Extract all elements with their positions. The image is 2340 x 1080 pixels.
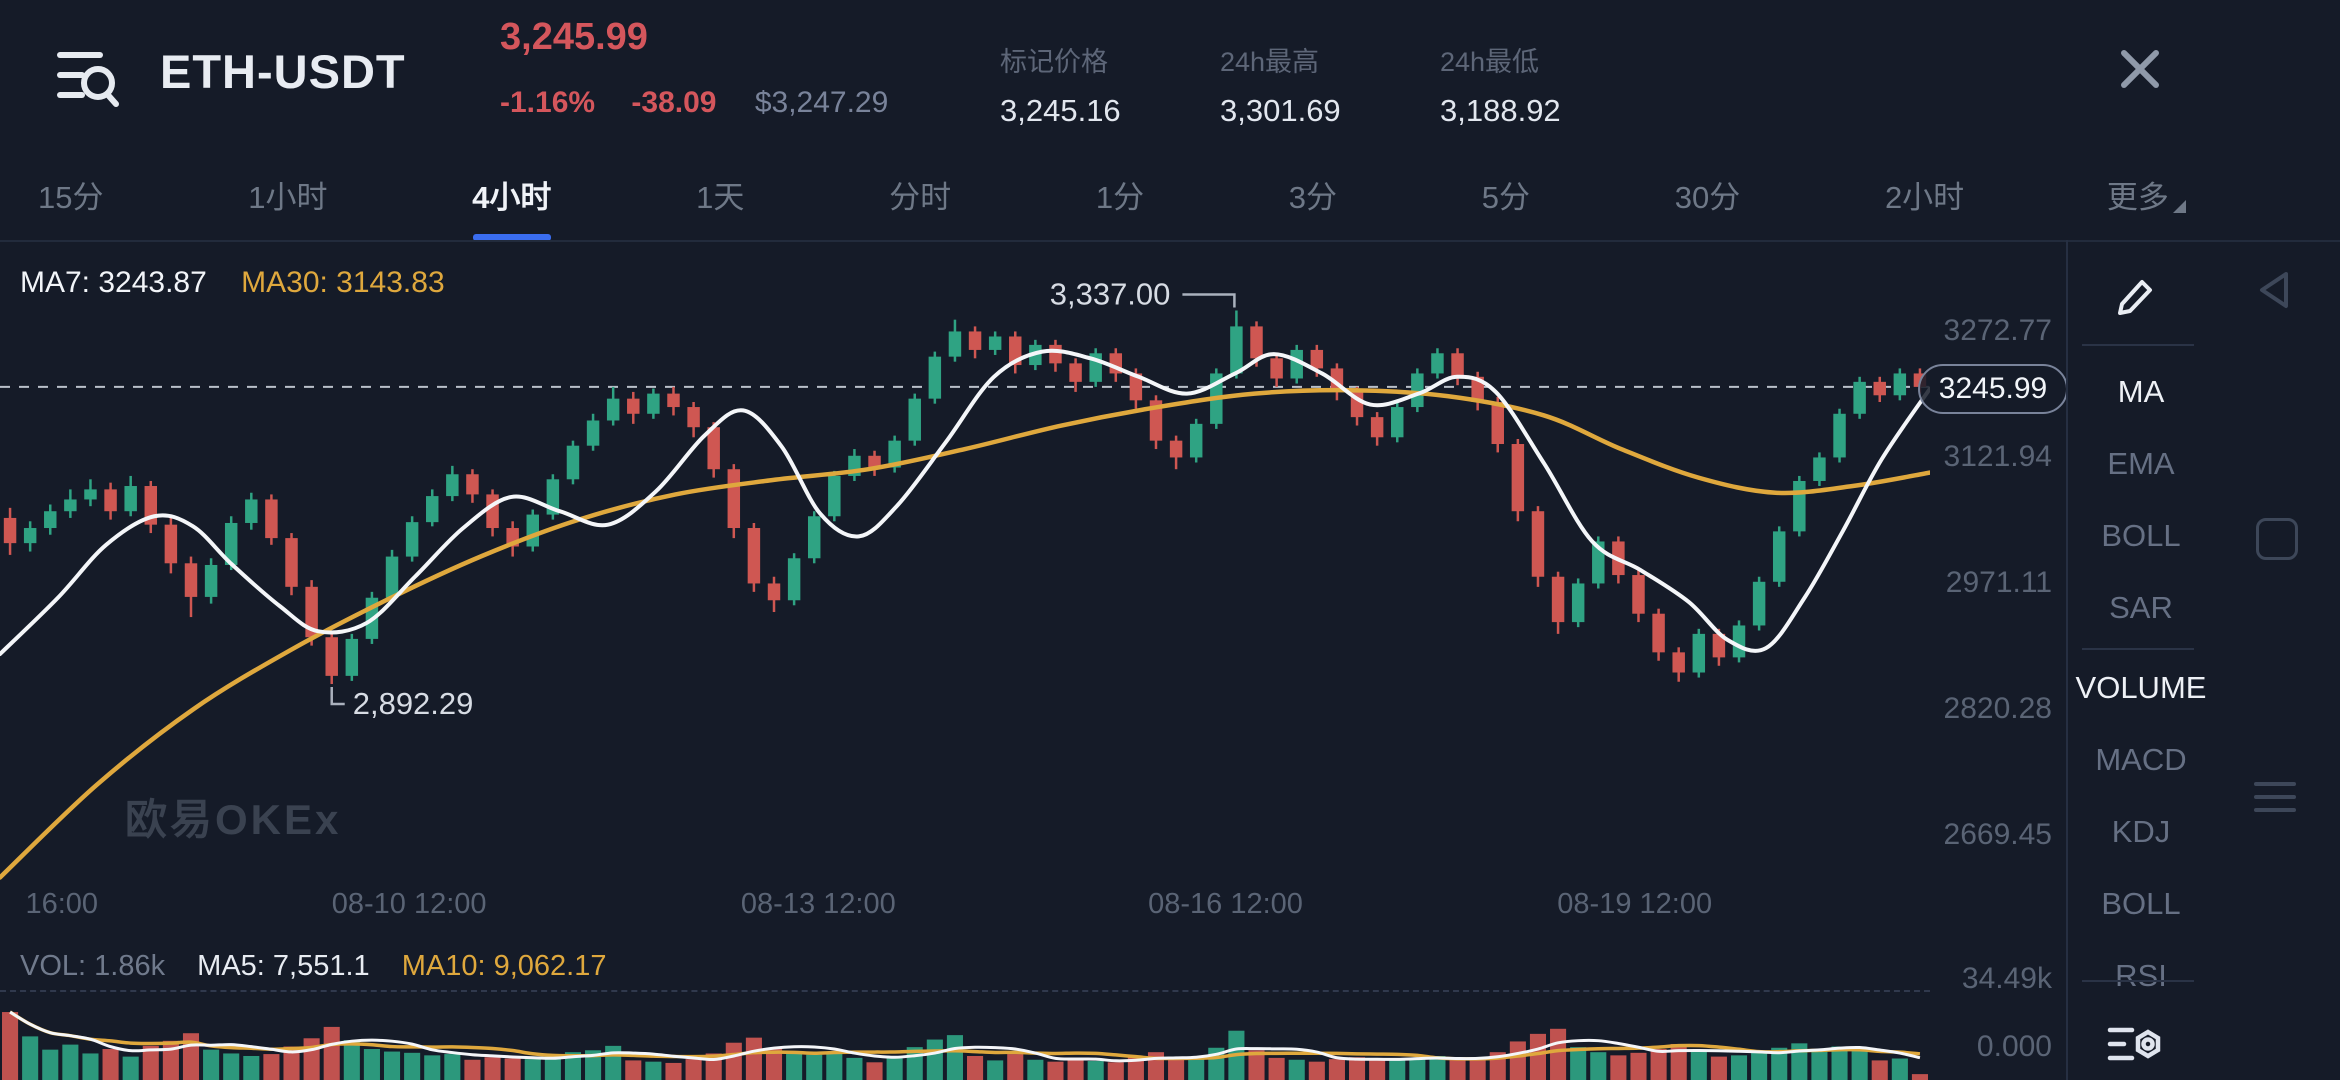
ma30-legend: MA30: 3143.83 <box>241 266 445 299</box>
tab-30分[interactable]: 30分 <box>1674 179 1741 215</box>
okex-watermark: 欧易OKEx <box>125 796 342 843</box>
timeframe-tabs: 15分 1小时 4小时 1天 分时 1分 3分 5分 30分 2小时 更多 <box>0 150 2222 238</box>
indicator-sar[interactable]: SAR <box>2109 590 2173 625</box>
more-tabs-button[interactable]: 更多 <box>2107 172 2186 217</box>
search-list-icon <box>57 52 119 107</box>
menu-lines-icon <box>2254 782 2296 812</box>
tab-1分[interactable]: 1分 <box>1095 179 1145 215</box>
tab-15分[interactable]: 15分 <box>38 179 104 215</box>
vol-ma5: MA5: 7,551.1 <box>197 950 370 982</box>
price-axis-label: 3272.77 <box>1943 314 2052 347</box>
more-label: 更多 <box>2106 179 2169 215</box>
sub-indicator-kdj[interactable]: KDJ <box>2111 814 2171 849</box>
tab-分时[interactable]: 分时 <box>889 179 952 215</box>
sub-indicator-rsi[interactable]: RSI <box>2115 958 2167 993</box>
market-stats: 标记价格 3,245.16 24h最高 3,301.69 24h最低 3,188.92 <box>1000 40 1660 129</box>
sidebar-rule <box>2082 980 2194 982</box>
triangle-down-icon <box>2172 199 2186 213</box>
indicator-menu-button[interactable] <box>2252 778 2300 818</box>
stat: 24h最高 3,301.69 <box>1220 40 1396 129</box>
sub-indicator-macd[interactable]: MACD <box>2095 742 2187 777</box>
vol-value: VOL: 1.86k <box>20 950 166 982</box>
price-axis-label: 2971.11 <box>1945 566 2052 600</box>
vol-axis-max: 34.49k <box>1961 962 2052 995</box>
settings-icon <box>2107 1027 2161 1061</box>
sub-indicator-boll[interactable]: BOLL <box>2101 886 2181 921</box>
pencil-icon <box>2118 280 2152 315</box>
last-price: 3,245.99 <box>500 16 648 58</box>
indicator-ema[interactable]: EMA <box>2107 446 2175 481</box>
tab-5分[interactable]: 5分 <box>1481 179 1531 215</box>
sidebar-divider <box>2066 240 2068 1080</box>
volume-chart[interactable] <box>0 990 1930 1080</box>
volume-legend: VOL: 1.86k MA5: 7,551.1 MA10: 9,062.17 <box>20 950 606 983</box>
sub-indicator-volume[interactable]: VOLUME <box>2075 670 2207 705</box>
main-indicator-list: MA EMA BOLL SAR <box>2066 356 2216 644</box>
close-icon <box>2121 50 2159 88</box>
stat: 24h最低 3,188.92 <box>1440 40 1616 129</box>
time-axis-label: 16:00 <box>25 888 99 920</box>
usd-price: $3,247.29 <box>754 86 889 119</box>
tab-4小时[interactable]: 4小时 <box>470 154 553 235</box>
stat-value: 3,301.69 <box>1220 93 1341 128</box>
time-axis-label: 08-13 12:00 <box>740 888 896 920</box>
tab-2小时[interactable]: 2小时 <box>1884 179 1965 215</box>
svg-text:3,337.00: 3,337.00 <box>1050 276 1171 311</box>
indicator-ma[interactable]: MA <box>2117 374 2165 409</box>
ma7-legend: MA7: 3243.87 <box>20 266 207 299</box>
time-axis-label: 08-19 12:00 <box>1557 888 1713 920</box>
triangle-left-icon <box>2260 272 2288 308</box>
sidebar-rule <box>2082 344 2194 346</box>
volume-grid-dashes <box>0 990 1930 992</box>
time-axis: 16:00 08-10 12:00 08-13 12:00 08-16 12:00 08… <box>0 888 1930 932</box>
change-absolute: -38.09 <box>631 86 717 119</box>
draw-tool-button[interactable] <box>2108 266 2164 322</box>
stat: 标记价格 3,245.16 <box>1000 40 1176 129</box>
sub-indicator-list: VOLUME MACD KDJ BOLL RSI <box>2066 652 2216 1012</box>
tab-1小时[interactable]: 1小时 <box>248 179 328 215</box>
stat-value: 3,245.16 <box>1000 93 1121 128</box>
symbol-title: ETH-USDT <box>160 45 406 98</box>
search-button[interactable] <box>48 40 119 110</box>
tabs-divider <box>0 240 2340 242</box>
price-axis-label: 2669.45 <box>1943 818 2052 852</box>
sidebar-rule <box>2082 648 2194 650</box>
stat-value: 3,188.92 <box>1440 93 1561 128</box>
price-axis-label: 3121.94 <box>1943 440 2052 474</box>
svg-text:2,892.29: 2,892.29 <box>353 686 474 721</box>
indicator-boll[interactable]: BOLL <box>2101 518 2181 553</box>
collapse-panel-button[interactable] <box>2246 262 2302 318</box>
price-change-row: -1.16% -38.09 $3,247.29 <box>500 86 888 120</box>
stat-label: 24h最低 <box>1440 47 1540 77</box>
time-axis-label: 08-16 12:00 <box>1148 888 1303 920</box>
vol-axis-min: 0.000 <box>1976 1030 2052 1063</box>
indicator-settings-button[interactable] <box>2106 1016 2168 1074</box>
close-button[interactable] <box>2106 40 2162 96</box>
tab-1天[interactable]: 1天 <box>696 179 745 215</box>
tab-3分[interactable]: 3分 <box>1288 179 1338 215</box>
time-axis-label: 08-10 12:00 <box>331 888 487 920</box>
checkbox-icon[interactable] <box>2256 518 2298 560</box>
candlestick-chart[interactable]: 3,337.00 2,892.29 <box>0 255 1933 880</box>
change-percent: -1.16% <box>500 86 596 119</box>
vol-ma10: MA10: 9,062.17 <box>401 950 607 982</box>
price-axis-label: 2820.28 <box>1943 692 2052 726</box>
stat-label: 24h最高 <box>1220 47 1320 77</box>
stat-label: 标记价格 <box>1000 47 1108 77</box>
current-price-tag: 3245.99 <box>1918 363 2068 414</box>
ma-legend: MA7: 3243.87 MA30: 3143.83 <box>20 266 445 300</box>
